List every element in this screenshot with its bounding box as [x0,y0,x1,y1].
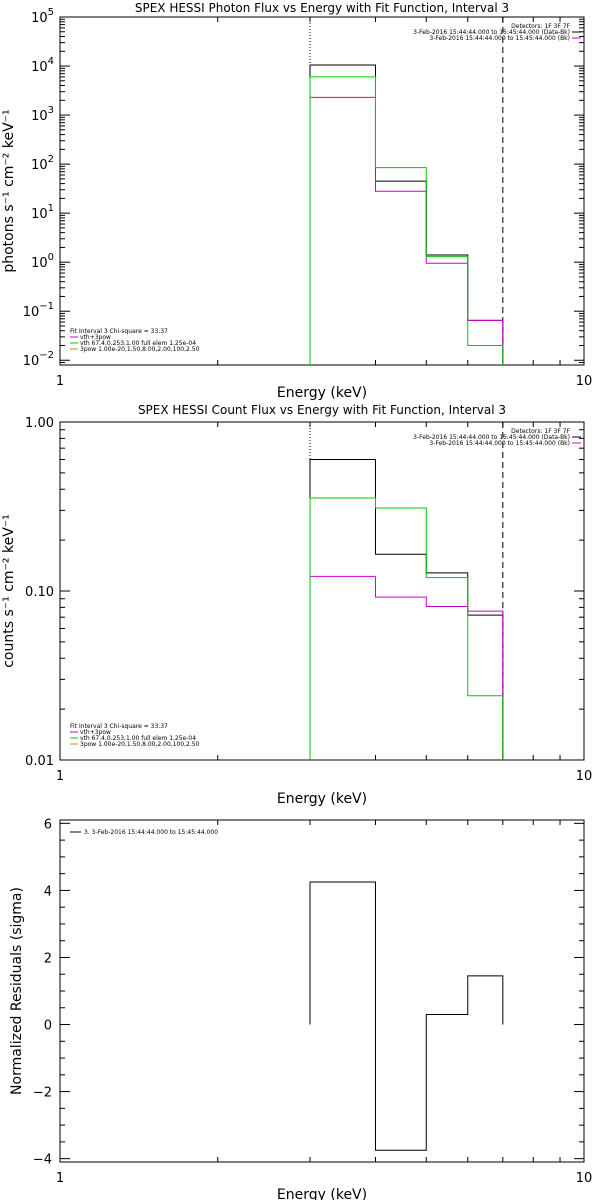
y-tick-label: −4 [33,1153,52,1168]
chart-title: SPEX HESSI Photon Flux vs Energy with Fi… [135,1,509,15]
legend-top-entry: Detectors: 1F 3F 7F [511,428,570,435]
y-tick-label: 6 [44,817,52,832]
series-line-2 [309,96,504,365]
y-tick-label: 1.00 [25,416,54,431]
y-tick-label: 103 [31,105,54,124]
panel-2: SPEX HESSI Count Flux vs Energy with Fit… [1,403,592,807]
y-tick-label: −2 [33,1086,52,1101]
y-tick-label: 105 [31,7,54,26]
x-axis-label: Energy (keV) [277,1187,367,1200]
legend-top-entry: 3-Feb-2016 15:44:44.000 to 15:45:44.000 … [413,434,570,441]
y-tick-label: 10−1 [23,301,54,320]
legend-top-entry: 3-Feb-2016 15:44:44.000 to 15:45:44.000 … [413,29,570,36]
y-axis-label: Normalized Residuals (sigma) [9,887,25,1095]
y-tick-label: 10−2 [23,350,54,369]
y-axis-label: counts s⁻¹ cm⁻² keV⁻¹ [1,514,17,668]
series-line-1 [309,458,504,760]
x-tick-label: 1 [56,1171,64,1186]
y-tick-label: 100 [31,252,54,271]
legend-bottom-entry: 3pow 1.00e-20,1.50,8.00,2.00,100,2.50 [80,346,200,353]
y-tick-label: 102 [31,154,54,173]
x-tick-label: 1 [56,769,64,784]
panel-1: SPEX HESSI Photon Flux vs Energy with Fi… [1,1,592,401]
y-tick-label: 104 [31,56,54,75]
plot-frame [59,421,585,761]
series-line-3 [309,497,504,760]
series-line-1 [309,881,504,1151]
x-tick-label: 10 [576,769,593,784]
y-tick-label: 0 [44,1019,52,1034]
legend-top-entry: 3-Feb-2016 15:44:44.000 to 15:45:44.000 … [429,35,570,42]
y-tick-label: 0.10 [25,585,54,600]
plot-frame [59,819,585,1163]
legend-bottom-entry: 3pow 1.00e-20,1.50,8.00,2.00,100,2.50 [80,741,200,748]
x-axis-label: Energy (keV) [277,791,367,807]
legend-bottom-entry: Fit Interval 3 Chi-square = 33.37 [70,723,168,730]
x-axis-label: Energy (keV) [277,385,367,401]
y-tick-label: 0.01 [25,754,54,769]
legend-top-entry: 3-Feb-2016 15:44:44.000 to 15:45:44.000 … [429,440,570,447]
x-tick-label: 10 [576,374,593,389]
series-line-2 [309,575,504,760]
legend-entry: 3. 3-Feb-2016 15:44:44.000 to 15:45:44.0… [84,829,218,836]
legend-bottom-entry: vth+3pow [80,334,111,341]
plot-frame [59,16,585,366]
series-line-3 [309,76,504,365]
chart-title: SPEX HESSI Count Flux vs Energy with Fit… [138,403,506,417]
legend-top-entry: Detectors: 1F 3F 7F [511,23,570,30]
x-tick-label: 10 [576,1171,593,1186]
x-tick-label: 1 [56,374,64,389]
y-tick-label: 101 [31,203,54,222]
y-tick-label: 2 [44,951,52,966]
legend-bottom-entry: Fit Interval 3 Chi-square = 33.37 [70,328,168,335]
legend-bottom-entry: vth 67.4,0.253,1.00 full elem 1.25e-04 [80,735,196,742]
legend-bottom-entry: vth 67.4,0.253,1.00 full elem 1.25e-04 [80,340,196,347]
y-tick-label: 4 [44,884,52,899]
y-axis-label: photons s⁻¹ cm⁻² keV⁻¹ [1,109,17,272]
legend-bottom-entry: vth+3pow [80,729,111,736]
panel-3: 1 10 Energy (keV) 6 4 2 0 −2 −4 Normalized Residu… [9,817,592,1200]
